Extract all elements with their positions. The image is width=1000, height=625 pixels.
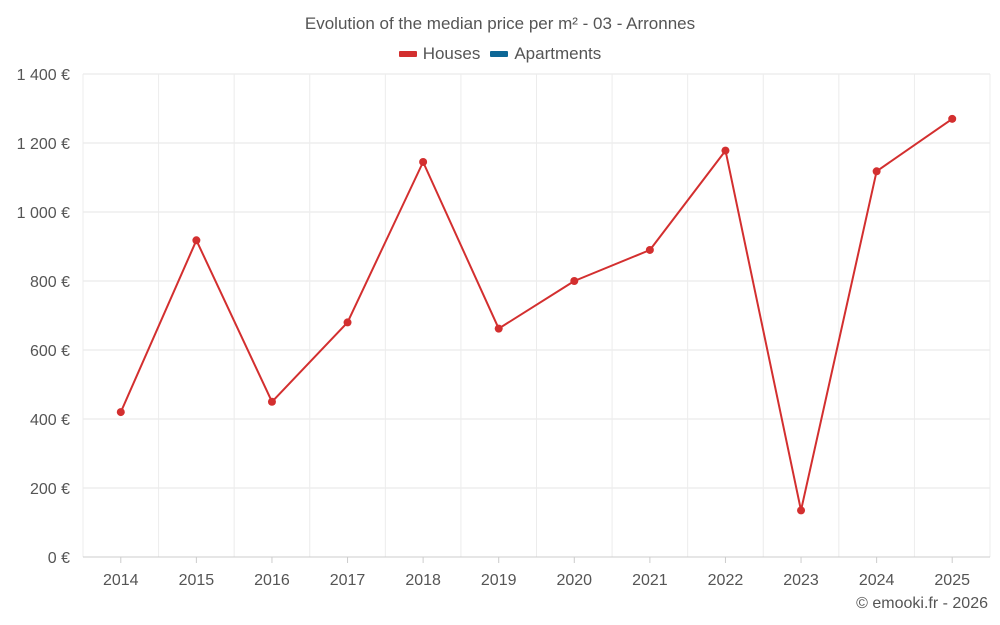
data-point xyxy=(721,146,730,155)
y-tick-label: 0 € xyxy=(48,550,70,567)
data-point xyxy=(797,506,806,515)
legend: Houses Apartments xyxy=(0,44,1000,64)
legend-swatch-houses xyxy=(398,51,417,57)
x-tick-label: 2023 xyxy=(783,572,819,589)
credit-text: © emooki.fr - 2026 xyxy=(856,595,988,612)
data-point xyxy=(116,408,125,417)
x-tick-label: 2016 xyxy=(254,572,290,589)
data-point xyxy=(948,114,957,123)
y-tick-label: 800 € xyxy=(30,274,70,291)
x-tick-label: 2014 xyxy=(103,572,139,589)
data-point xyxy=(494,324,503,333)
y-tick-label: 1 000 € xyxy=(17,205,70,222)
data-point xyxy=(192,236,201,245)
data-point xyxy=(343,318,352,327)
x-tick-label: 2022 xyxy=(708,572,744,589)
x-tick-label: 2015 xyxy=(179,572,215,589)
data-point xyxy=(872,167,881,176)
series-line-houses xyxy=(119,118,953,512)
x-tick-label: 2020 xyxy=(556,572,592,589)
x-tick-label: 2018 xyxy=(405,572,441,589)
y-tick-label: 1 400 € xyxy=(17,67,70,84)
y-tick-label: 200 € xyxy=(30,481,70,498)
chart-title: Evolution of the median price per m² - 0… xyxy=(304,14,696,33)
x-tick-label: 2025 xyxy=(934,572,970,589)
x-tick-label: 2021 xyxy=(632,572,668,589)
data-point xyxy=(645,245,654,254)
legend-label-apartments: Apartments xyxy=(514,44,602,63)
legend-item-apartments[interactable]: Apartments xyxy=(490,44,601,64)
legend-swatch-apartments xyxy=(490,51,509,57)
x-tick-label: 2024 xyxy=(859,572,895,589)
data-point xyxy=(419,157,428,166)
data-point xyxy=(267,397,276,406)
y-tick-label: 600 € xyxy=(30,343,70,360)
x-tick-label: 2019 xyxy=(481,572,517,589)
y-tick-label: 400 € xyxy=(30,412,70,429)
legend-label-houses: Houses xyxy=(422,44,481,63)
legend-item-houses[interactable]: Houses xyxy=(398,44,481,64)
y-tick-label: 1 200 € xyxy=(17,136,70,153)
data-point xyxy=(570,277,579,285)
x-tick-label: 2017 xyxy=(330,572,366,589)
